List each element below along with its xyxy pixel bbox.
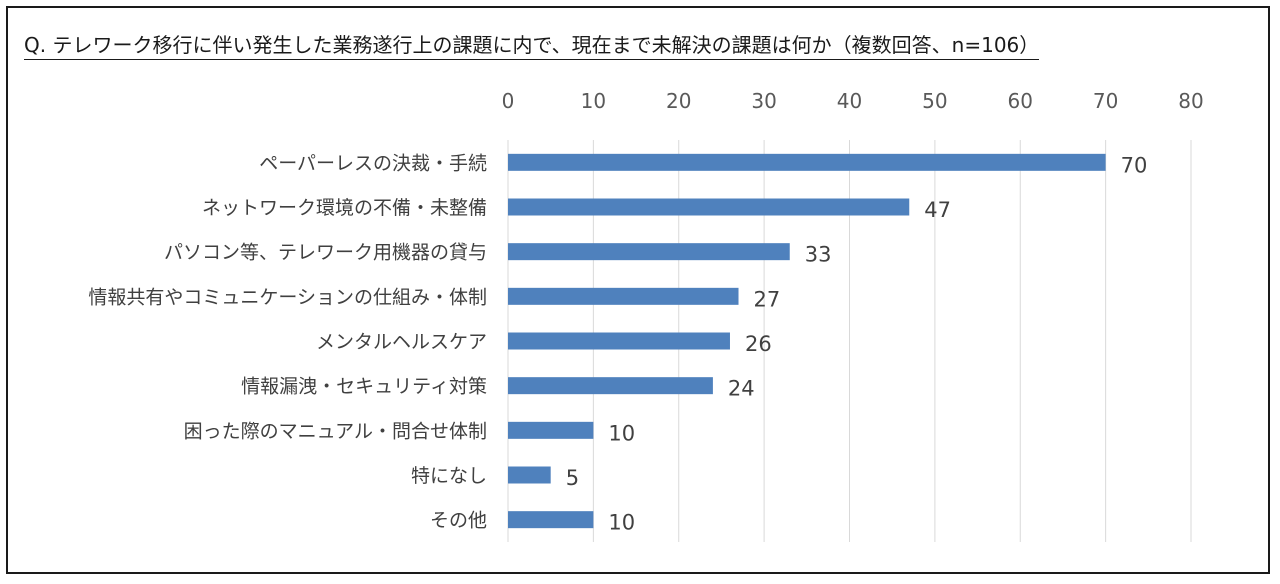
bars <box>508 153 1106 529</box>
category-label: 情報漏洩・セキュリティ対策 <box>241 376 487 398</box>
x-tick-label: 30 <box>751 89 776 113</box>
bar <box>508 198 910 216</box>
category-labels: ペーパーレスの決裁・手続ネットワーク環境の不備・未整備パソコン等、テレワーク用機… <box>88 152 487 531</box>
bar <box>508 153 1106 171</box>
bar <box>508 377 713 395</box>
chart-title: Q. テレワーク移行に伴い発生した業務遂行上の課題に内で、現在まで未解決の課題は… <box>24 29 1040 60</box>
value-label: 70 <box>1121 153 1148 177</box>
value-labels: 70 47 33 27 26 24 10 5 10 <box>566 153 1148 534</box>
category-label: 特になし <box>411 465 487 487</box>
x-axis-ticks: 0 10 20 30 40 50 60 70 80 <box>502 89 1204 113</box>
x-tick-label: 20 <box>666 89 691 113</box>
bar <box>508 243 790 261</box>
value-label: 5 <box>566 466 579 490</box>
category-label: 情報共有やコミュニケーションの仕組み・体制 <box>88 286 487 308</box>
value-label: 33 <box>805 243 832 267</box>
category-label: その他 <box>430 510 487 532</box>
x-tick-label: 40 <box>837 89 862 113</box>
x-tick-label: 80 <box>1178 89 1203 113</box>
x-tick-label: 50 <box>922 89 947 113</box>
value-label: 10 <box>608 511 635 535</box>
value-label: 26 <box>745 332 772 356</box>
bar <box>508 466 551 484</box>
category-label: ペーパーレスの決裁・手続 <box>259 152 487 174</box>
value-label: 10 <box>608 421 635 445</box>
value-label: 24 <box>728 377 755 401</box>
category-label: 困った際のマニュアル・問合せ体制 <box>184 420 487 442</box>
category-label: ネットワーク環境の不備・未整備 <box>202 197 487 219</box>
bar <box>508 332 730 350</box>
x-tick-label: 0 <box>502 89 515 113</box>
category-label: パソコン等、テレワーク用機器の貸与 <box>164 242 487 264</box>
x-tick-label: 60 <box>1008 89 1033 113</box>
bar <box>508 421 594 439</box>
category-label: メンタルヘルスケア <box>316 331 487 353</box>
bar <box>508 287 739 305</box>
value-label: 47 <box>924 198 951 222</box>
x-tick-label: 70 <box>1093 89 1118 113</box>
bar <box>508 511 594 529</box>
x-tick-label: 10 <box>581 89 606 113</box>
value-label: 27 <box>754 287 781 311</box>
